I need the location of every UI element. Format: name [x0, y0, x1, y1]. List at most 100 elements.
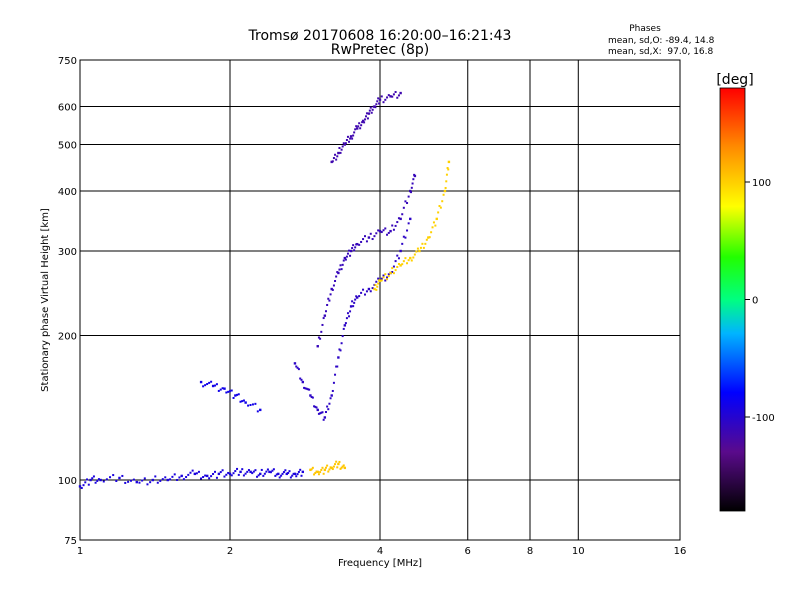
series-0-trace-dot: [197, 470, 200, 473]
series-0-trace-dot: [176, 478, 179, 481]
series-0-point: [99, 478, 102, 482]
series-0-trace-dot: [96, 479, 99, 482]
series-6-point: [418, 249, 421, 253]
series-3-trace-dot: [320, 411, 323, 414]
colorbar-tick-label: 0: [752, 296, 758, 307]
series-0-trace-dot: [281, 472, 284, 475]
series-0-trace-dot: [246, 470, 249, 473]
series-3-point: [343, 324, 347, 327]
series-6-trace-dot: [431, 226, 434, 229]
series-3-trace-dot: [377, 277, 380, 280]
series-0-trace-dot: [257, 474, 260, 477]
series-3-trace-dot: [404, 236, 407, 239]
stats-heading: Phases: [629, 24, 661, 34]
series-3-trace-dot: [346, 312, 349, 315]
series-4-trace-dot: [377, 229, 380, 232]
series-6-trace-dot: [376, 285, 379, 288]
series-2-trace-dot: [230, 389, 233, 392]
series-6-trace-dot: [434, 224, 437, 227]
series-3-trace-dot: [319, 412, 322, 415]
series-3-trace-dot: [342, 327, 345, 330]
series-3-trace-dot: [339, 349, 342, 352]
series-2-trace-dot: [217, 389, 220, 392]
series-0-trace-dot: [291, 474, 294, 477]
series-0-trace-dot: [212, 472, 215, 475]
series-5-trace-dot: [392, 93, 395, 96]
series-4-trace-dot: [345, 255, 348, 258]
series-2-trace-dot: [236, 393, 239, 396]
series-0-trace-dot: [274, 474, 277, 477]
series-5-trace-dot: [360, 124, 363, 127]
gridlines: [80, 60, 680, 540]
series-0-trace-dot: [234, 470, 237, 473]
series-0-trace-dot: [296, 473, 299, 476]
series-1-trace-dot: [336, 466, 339, 469]
series-3-point: [323, 416, 327, 419]
series-3-trace-dot: [382, 274, 385, 277]
series-4-trace-dot: [324, 310, 327, 313]
series-2-point: [199, 380, 203, 384]
series-6-trace-dot: [441, 200, 444, 203]
series-2-trace-dot: [228, 390, 231, 393]
series-3-point: [301, 380, 305, 384]
series-0-trace-dot: [105, 478, 108, 481]
series-6-trace-dot: [391, 267, 394, 270]
series-4-trace-dot: [404, 200, 407, 203]
x-tick-label: 6: [465, 546, 471, 557]
series-2-point: [234, 394, 237, 397]
series-4-trace-dot: [328, 299, 331, 302]
series-6-point: [409, 256, 412, 260]
series-0-trace-dot: [275, 473, 278, 476]
series-2-trace-dot: [239, 400, 242, 403]
series-0-trace-dot: [164, 476, 167, 479]
series-0-point: [301, 470, 305, 474]
series-3-trace-dot: [406, 229, 409, 232]
series-6-trace-dot: [442, 193, 445, 196]
series-1-trace-dot: [331, 468, 334, 471]
series-5-point: [337, 151, 340, 155]
series-6-trace-dot: [424, 242, 427, 245]
series-0-point: [285, 472, 288, 476]
series-0-trace-dot: [143, 477, 146, 480]
series-0-trace-dot: [241, 468, 244, 471]
series-5-trace-dot: [354, 128, 357, 131]
series-0-trace-dot: [200, 477, 203, 480]
series-5-trace-dot: [384, 98, 387, 101]
series-6-trace-dot: [445, 173, 448, 176]
series-0-trace-dot: [221, 469, 224, 472]
series-2-trace-dot: [225, 391, 228, 394]
y-tick-label: 100: [58, 476, 77, 487]
series-3-trace-dot: [369, 290, 372, 293]
series-5-trace-dot: [374, 106, 377, 109]
series-0-trace-dot: [156, 481, 159, 484]
series-3-point: [293, 362, 297, 365]
series-4-trace-dot: [402, 206, 405, 209]
series-0-trace-dot: [284, 469, 287, 472]
series-1-trace-dot: [314, 471, 317, 474]
series-6-trace-dot: [415, 250, 418, 253]
series-3-trace-dot: [311, 396, 314, 399]
series-2-trace-dot: [237, 393, 240, 396]
series-4-trace-dot: [342, 259, 345, 262]
series-0-point: [239, 470, 242, 474]
series-0-trace-dot: [271, 469, 274, 472]
series-2-trace-dot: [204, 384, 207, 387]
series-6-trace-dot: [413, 253, 416, 256]
series-5-trace-dot: [336, 155, 339, 158]
series-6-trace-dot: [432, 221, 435, 224]
series-0-trace-dot: [288, 470, 291, 473]
series-3-trace-dot: [371, 287, 374, 290]
series-5-point: [378, 98, 382, 101]
series-5-trace-dot: [346, 135, 349, 138]
series-0-trace-dot: [146, 483, 149, 486]
x-axis-label: Frequency [MHz]: [338, 558, 422, 569]
series-6-point: [427, 236, 430, 239]
series-3-trace-dot: [340, 342, 343, 345]
series-1-trace-dot: [340, 466, 343, 469]
series-0-trace-dot: [215, 476, 218, 479]
series-3-trace-dot: [322, 418, 325, 421]
series-4-point: [355, 242, 359, 246]
series-4-trace-dot: [384, 227, 387, 230]
series-4-trace-dot: [362, 238, 365, 241]
series-4-trace-dot: [332, 284, 335, 287]
